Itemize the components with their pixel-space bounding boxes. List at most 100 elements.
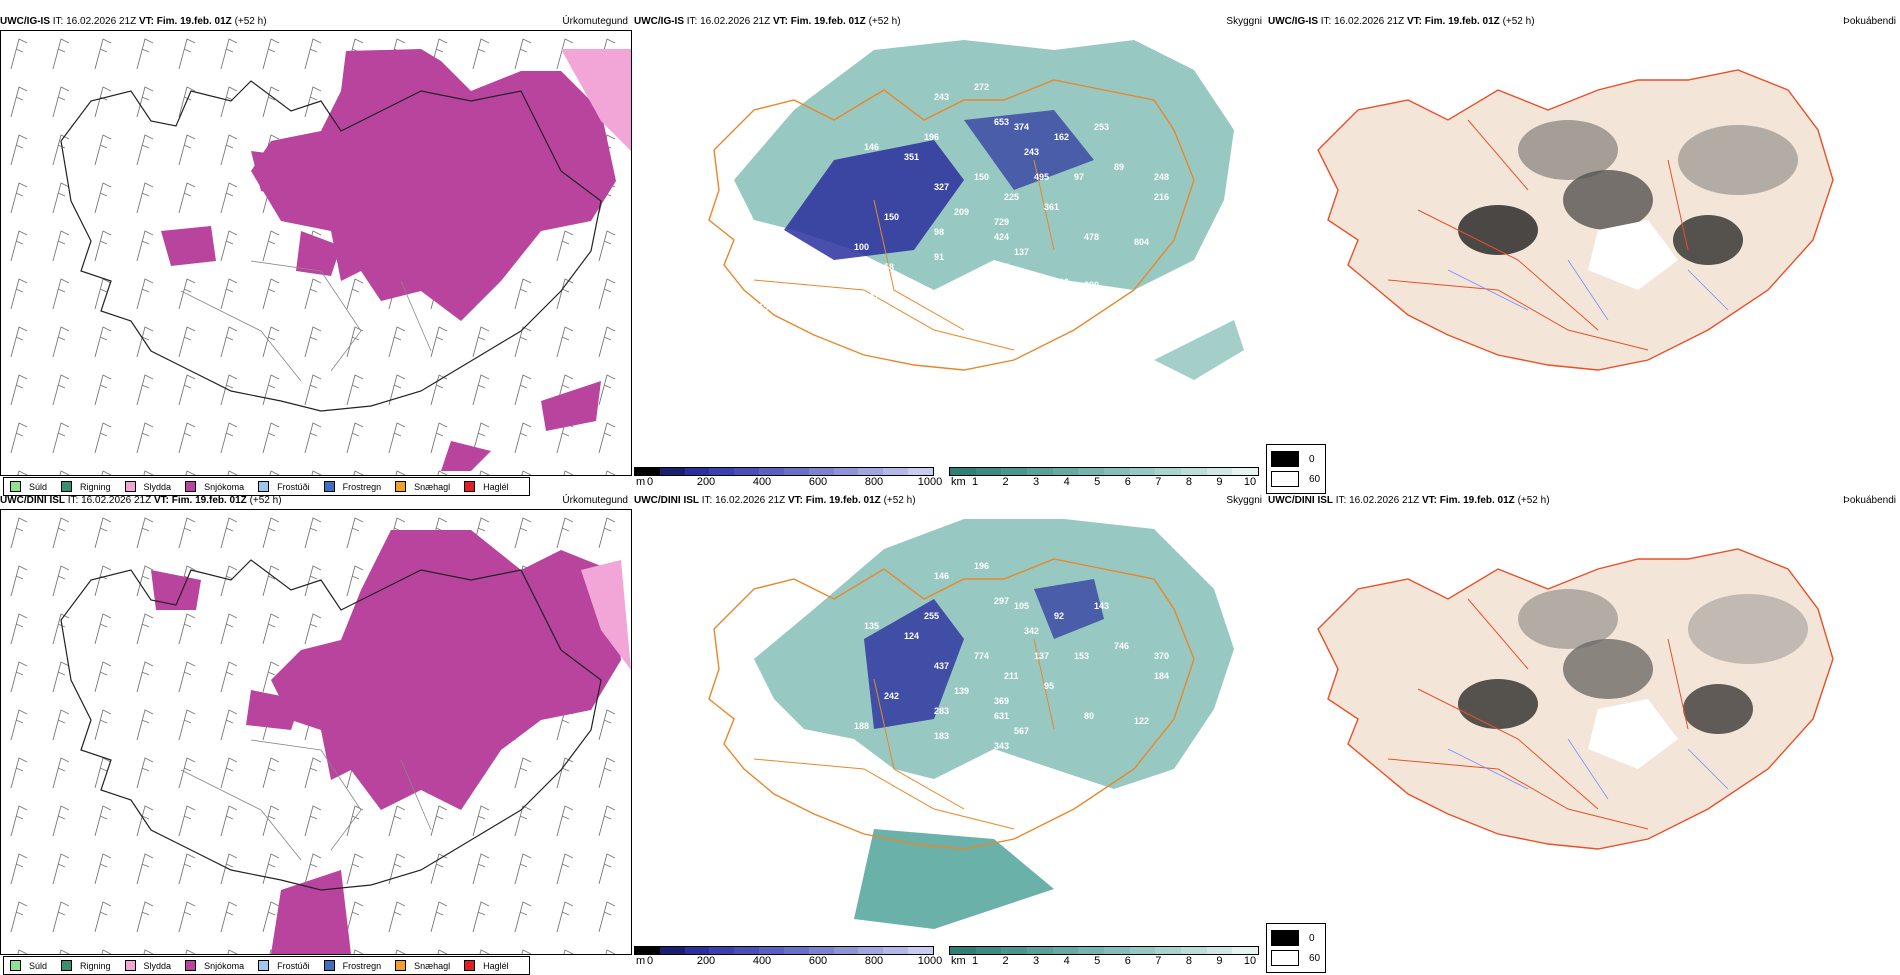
visibility-panel-dini: UWC/DINI ISL IT: 16.02.2026 21Z VT: Fim.… (634, 493, 1326, 973)
legend-swatch (323, 481, 335, 492)
visibility-panel-ig: UWC/IG-IS IT: 16.02.2026 21Z VT: Fim. 19… (634, 14, 1326, 494)
fog-legend-60: 60 (1271, 469, 1321, 489)
visibility-value-label: 80 (1084, 711, 1094, 721)
scale-cell (709, 947, 735, 954)
visibility-value-label: 343 (994, 741, 1009, 751)
iceland-outline-roads (708, 558, 1195, 850)
label-60: 60 (1309, 473, 1321, 485)
iceland-coastline (60, 559, 602, 891)
visibility-value-label: 248 (1154, 172, 1169, 182)
scale-cell (635, 468, 660, 475)
legend-label: Snæhagl (414, 960, 451, 971)
visibility-value-label: 122 (1134, 716, 1149, 726)
scale-cell (1078, 947, 1105, 954)
scale-cell (1027, 468, 1053, 475)
visibility-value-label: 729 (994, 217, 1009, 227)
fog-grey-area (1518, 589, 1618, 649)
scale-cell (908, 468, 933, 475)
snow-patch (296, 231, 341, 276)
scale-cell (1001, 947, 1028, 954)
visibility-value-label: 255 (924, 611, 939, 621)
visibility-map: 146 196 255 297 105 92 143 135 342 124 774 211 153 74… (634, 509, 1326, 973)
vt-value: Fim. 19.feb. 01Z (805, 495, 881, 506)
legend-item: Snæhagl (395, 960, 450, 971)
it-value: 16.02.2026 21Z (81, 495, 152, 506)
precip-type-panel-dini: UWC/DINI ISL IT: 16.02.2026 21Z VT: Fim.… (0, 493, 632, 975)
scale-tick: 1000 (917, 955, 943, 967)
scale-cell (1206, 947, 1233, 954)
scale-unit: km (951, 955, 966, 967)
visibility-value-label: 143 (1094, 601, 1109, 611)
visibility-value-label: 150 (974, 172, 989, 182)
visibility-value-label: 342 (1024, 626, 1039, 636)
scale-tick: 0 (646, 476, 654, 488)
scale-km-cells (949, 467, 1259, 476)
visibility-map-svg: 243 272 196 653 374 162 253 146 243 351 150 225 97 89… (708, 40, 1244, 380)
it-label: IT: (686, 16, 698, 27)
scale-tick: 200 (696, 955, 716, 967)
scale-cell (1104, 468, 1130, 475)
lead-time: (+52 h) (883, 495, 916, 506)
scale-cell (908, 947, 933, 954)
scale-m-labels: m 0 200 400 600 800 1000 (634, 476, 942, 490)
scale-m-cells (634, 467, 934, 476)
roads (1387, 598, 1689, 830)
visibility-value-label: 196 (974, 561, 989, 571)
visibility-value-label: 162 (1054, 132, 1069, 142)
legend-swatch (323, 960, 335, 971)
fog-map-svg (1317, 548, 1834, 850)
fog-map-svg (1317, 69, 1834, 371)
snow-patch (151, 570, 201, 610)
scale-cell (833, 468, 859, 475)
lead-time: (+52 h) (234, 16, 267, 27)
visibility-value-label: 150 (884, 212, 899, 222)
visibility-value-label: 184 (1154, 671, 1169, 681)
visibility-teal-area (1154, 320, 1244, 380)
scale-tick: 7 (1155, 955, 1162, 967)
visibility-value-label: 115 (754, 302, 769, 312)
snow-patch (541, 381, 601, 431)
fog-dark-area (1458, 205, 1538, 255)
visibility-value-label: 183 (934, 731, 949, 741)
visibility-value-label: 139 (954, 686, 969, 696)
visibility-value-label: 370 (1154, 651, 1169, 661)
panel-title: Þokuábendi (1843, 495, 1896, 506)
legend-swatch (61, 960, 73, 971)
scale-cell (783, 468, 809, 475)
scale-cell (1232, 947, 1259, 954)
scale-km-cells (949, 946, 1259, 955)
scale-unit: m (636, 955, 646, 967)
roads (753, 159, 1055, 351)
legend-label: Frostregn (342, 960, 382, 971)
scale-tick: 9 (1216, 476, 1223, 488)
legend-swatch (124, 960, 136, 971)
fog-map (1268, 30, 1898, 474)
vt-value: Fim. 19.feb. 01Z (171, 495, 247, 506)
it-label: IT: (52, 16, 64, 27)
visibility-value-label: 137 (1014, 247, 1029, 257)
visibility-value-label: 283 (934, 706, 949, 716)
vt-label: VT: (1421, 495, 1437, 506)
legend-swatch (395, 481, 407, 492)
panel-header: UWC/DINI ISL IT: 16.02.2026 21Z VT: Fim.… (634, 493, 1266, 509)
scale-tick: 600 (808, 476, 828, 488)
scale-m-cells (634, 946, 934, 955)
scale-cell (1001, 468, 1028, 475)
visibility-value-label: 124 (904, 631, 919, 641)
legend-item: Súld (10, 960, 47, 971)
fog-dark-area (1563, 170, 1653, 230)
fog-panel-dini: UWC/DINI ISL IT: 16.02.2026 21Z VT: Fim.… (1268, 493, 1900, 973)
scale-cell (883, 947, 909, 954)
swatch-white (1271, 471, 1299, 487)
vt-label: VT: (787, 495, 803, 506)
visibility-value-label: 146 (934, 571, 949, 581)
scale-cell (858, 468, 884, 475)
it-value: 16.02.2026 21Z (1349, 495, 1420, 506)
visibility-value-label: 631 (994, 711, 1009, 721)
visibility-value-label: 243 (934, 92, 949, 102)
scale-cell (950, 947, 976, 954)
legend-item: Frostregn (323, 481, 381, 492)
legend-label: Haglél (483, 960, 509, 971)
fog-grey-area (1518, 120, 1618, 180)
scale-tick: 9 (1216, 955, 1223, 967)
